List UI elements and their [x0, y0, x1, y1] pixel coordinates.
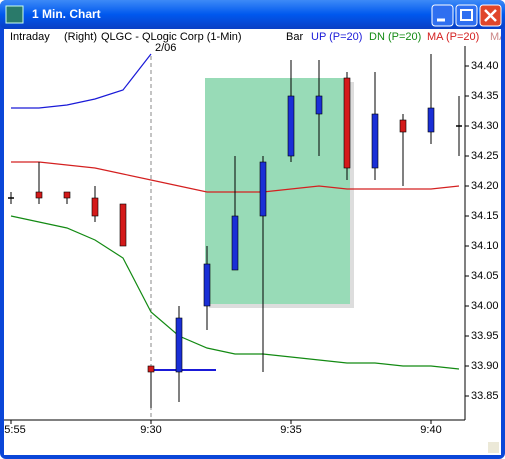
- header-overflow: MA: [490, 31, 505, 43]
- header-style: Bar: [286, 31, 303, 43]
- candle-body: [343, 77, 351, 169]
- x-tick-label: 5:55: [4, 424, 25, 436]
- candle-body: [35, 191, 43, 199]
- minimize-button[interactable]: [431, 4, 454, 27]
- window-buttons: [431, 4, 502, 27]
- y-tick-label: 33.90: [471, 360, 499, 372]
- day-label: 2/06: [155, 42, 176, 54]
- candle-body: [119, 203, 127, 247]
- y-tick-label: 34.40: [471, 60, 499, 72]
- window-icon[interactable]: [5, 5, 24, 24]
- close-icon: [484, 9, 497, 22]
- plot: 33.85 33.90 33.95 34.00 34.05 34.10 34.15 34.20…: [4, 53, 499, 436]
- y-tick-label: 33.95: [471, 330, 499, 342]
- candle-body: [203, 263, 211, 307]
- candle-body: [91, 197, 99, 217]
- y-tick-label: 34.25: [471, 150, 499, 162]
- y-tick-label: 34.15: [471, 210, 499, 222]
- y-tick-label: 34.20: [471, 180, 499, 192]
- x-tick-label: 9:30: [140, 424, 161, 436]
- window-title: 1 Min. Chart: [32, 7, 101, 21]
- candle-body: [63, 191, 71, 199]
- legend-entry: DN (P=20): [369, 31, 421, 43]
- y-tick-label: 34.10: [471, 240, 499, 252]
- candle-body: [399, 119, 407, 133]
- y-tick-label: 34.00: [471, 300, 499, 312]
- candle-body: [371, 113, 379, 169]
- maximize-button[interactable]: [455, 4, 478, 27]
- candle-body: [231, 215, 239, 271]
- resize-grip: [488, 442, 499, 453]
- candle-body: [287, 95, 295, 157]
- header-symbol: QLGC - QLogic Corp (1-Min): [101, 31, 242, 43]
- maximize-icon: [460, 9, 473, 21]
- candle-body: [315, 95, 323, 115]
- y-tick-label: 33.85: [471, 390, 499, 402]
- y-tick-label: 34.30: [471, 120, 499, 132]
- legend-entry: MA (P=20): [427, 31, 479, 43]
- indicator-line: [11, 53, 152, 109]
- candle-body: [427, 107, 435, 133]
- title-bar[interactable]: [0, 0, 505, 29]
- y-tick-label: 34.05: [471, 270, 499, 282]
- indicator-line: [10, 215, 460, 370]
- x-tick-label: 9:35: [280, 424, 301, 436]
- y-tick-label: 34.35: [471, 90, 499, 102]
- x-tick-label: 9:40: [420, 424, 441, 436]
- legend-entry: UP (P=20): [311, 31, 362, 43]
- header-clip: Intraday (Right) QLGC - QLogic Corp (1-M…: [10, 31, 505, 43]
- header-side: (Right): [64, 31, 97, 43]
- header-mode: Intraday: [10, 31, 50, 43]
- candle-body: [175, 317, 183, 373]
- candle-body: [147, 365, 155, 373]
- candle-body: [259, 161, 267, 217]
